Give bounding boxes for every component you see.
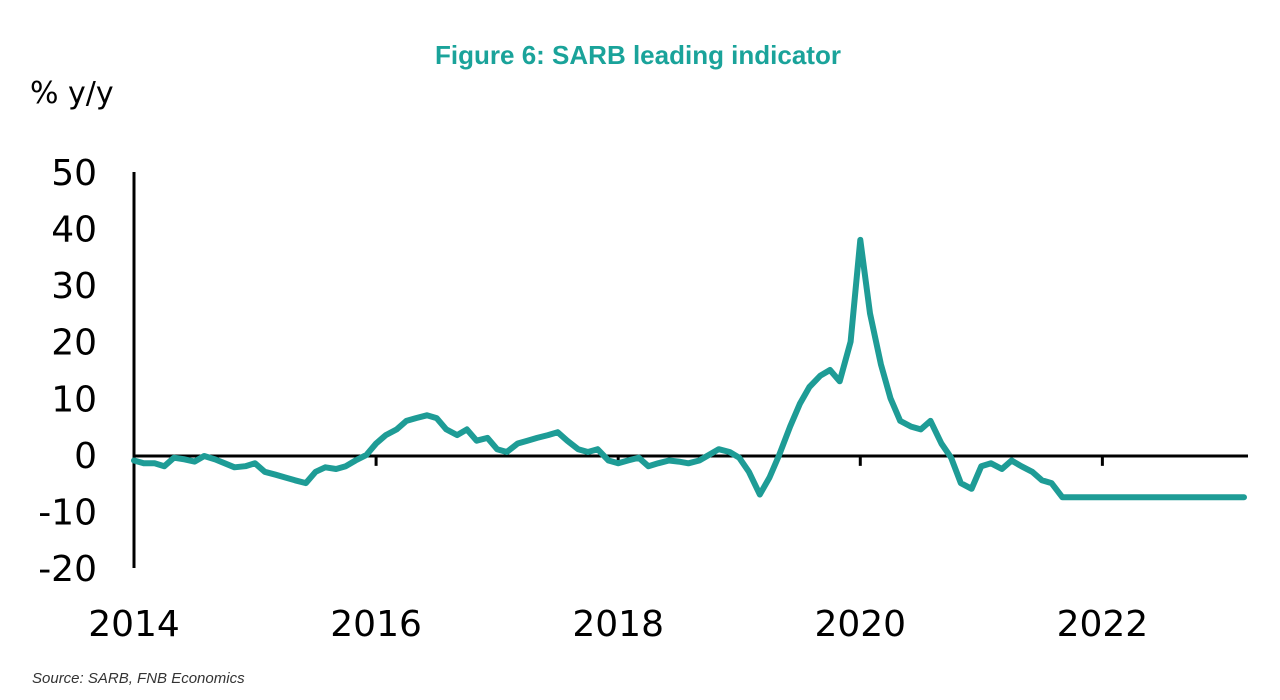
chart-title: Figure 6: SARB leading indicator bbox=[435, 40, 841, 70]
y-tick-label: 10 bbox=[51, 379, 97, 420]
x-tick-label: 2020 bbox=[814, 604, 906, 645]
y-axis: 50 40 30 20 10 0 -10 -20 bbox=[38, 153, 97, 590]
x-tick-label: 2014 bbox=[88, 604, 180, 645]
y-tick-label: -20 bbox=[38, 549, 97, 590]
series-line-leading-indicator bbox=[131, 236, 1247, 501]
y-tick-label: -10 bbox=[38, 492, 97, 533]
x-tick-label: 2022 bbox=[1057, 604, 1149, 645]
y-axis-label: % y/y bbox=[30, 76, 114, 111]
y-tick-label: 40 bbox=[51, 210, 97, 251]
x-axis: 2014 2016 2018 2020 2022 bbox=[88, 604, 1148, 645]
x-tick-label: 2016 bbox=[330, 604, 422, 645]
y-tick-label: 50 bbox=[51, 153, 97, 194]
y-tick-label: 20 bbox=[51, 323, 97, 364]
y-tick-label: 30 bbox=[51, 266, 97, 307]
source-note: Source: SARB, FNB Economics bbox=[32, 670, 245, 687]
x-tick-label: 2018 bbox=[572, 604, 664, 645]
y-tick-label: 0 bbox=[74, 436, 97, 477]
